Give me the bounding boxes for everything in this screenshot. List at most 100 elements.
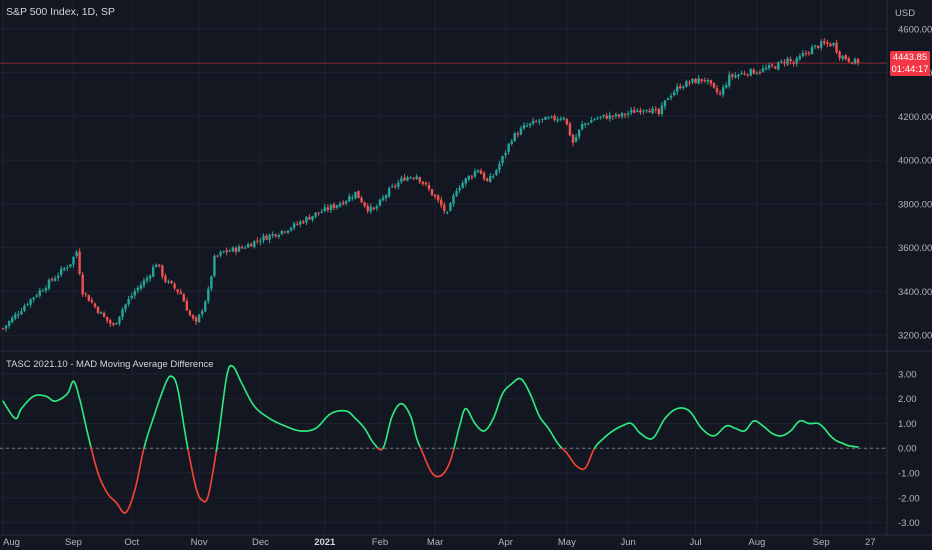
candle-body — [305, 217, 308, 223]
candle-body — [473, 171, 477, 177]
candle-body — [774, 66, 777, 69]
candle-body — [44, 288, 48, 291]
candle-body — [525, 125, 529, 127]
mad-segment — [213, 457, 216, 467]
time-tick-label: Dec — [252, 537, 269, 548]
candle-body — [743, 73, 746, 75]
candle-body — [507, 143, 510, 152]
mad-segment — [85, 427, 89, 435]
mad-segment — [153, 408, 157, 416]
mad-segment — [222, 388, 226, 399]
candle-body — [452, 195, 455, 204]
candle-body — [311, 216, 314, 220]
candle-body — [60, 268, 63, 275]
candle-body — [721, 87, 725, 95]
candle-body — [584, 123, 587, 125]
candle-body — [320, 211, 323, 213]
candle-body — [69, 264, 72, 267]
time-tick-label: Oct — [124, 537, 139, 548]
candle-body — [654, 108, 657, 110]
currency-label: USD — [895, 8, 916, 19]
mad-segment — [385, 432, 389, 439]
price-tick-label: 3800.00 — [898, 199, 932, 210]
candle-body — [829, 43, 832, 47]
bar-countdown: 01:44:17 — [891, 64, 929, 75]
candle-body — [789, 59, 792, 62]
candle-body — [547, 117, 550, 119]
mad-segment — [193, 478, 196, 485]
candle-body — [188, 310, 192, 316]
candle-body — [630, 109, 633, 113]
candle-body — [253, 241, 256, 248]
candle-body — [826, 42, 829, 44]
time-tick-label: Mar — [427, 537, 443, 548]
candle-body — [381, 197, 385, 201]
candle-body — [1, 328, 5, 330]
candle-body — [105, 317, 109, 321]
candle-body — [685, 81, 688, 87]
candle-body — [590, 120, 593, 123]
candle-body — [440, 199, 443, 206]
candle-body — [148, 275, 152, 279]
candle-body — [222, 251, 225, 253]
candle-body — [369, 206, 372, 212]
candle-body — [544, 116, 547, 120]
mad-segment — [223, 381, 227, 391]
candle-body — [406, 177, 409, 181]
candle-body — [317, 212, 320, 214]
candle-body — [99, 312, 103, 314]
candle-body — [820, 41, 823, 48]
candle-body — [663, 100, 667, 107]
candle-body — [139, 285, 143, 289]
candle-body — [746, 74, 749, 76]
mad-segment — [454, 437, 458, 445]
candle-body — [571, 134, 575, 143]
candle-body — [240, 247, 244, 249]
candle-body — [605, 115, 608, 119]
candle-body — [682, 86, 685, 89]
candle-body — [498, 163, 501, 171]
candle-body — [29, 299, 32, 305]
candle-body — [623, 114, 627, 116]
candle-body — [234, 247, 238, 252]
candle-body — [449, 203, 452, 211]
candle-body — [436, 195, 440, 201]
candle-body — [145, 278, 149, 281]
mad-segment — [386, 427, 390, 435]
candle-body — [348, 196, 351, 202]
candle-body — [492, 175, 495, 177]
candle-body — [709, 80, 713, 84]
mad-segment — [180, 405, 183, 415]
candle-body — [467, 176, 471, 180]
candle-body — [718, 92, 722, 94]
mad-segment — [221, 397, 225, 409]
candle-body — [737, 74, 740, 77]
candle-body — [332, 204, 336, 209]
mad-segment — [80, 406, 84, 413]
mad-segment — [135, 480, 138, 487]
price-tick-label: 4600.00 — [898, 24, 932, 35]
mad-segment — [157, 398, 161, 406]
candle-body — [47, 279, 51, 289]
candle-body — [390, 186, 394, 188]
candle-body — [816, 45, 820, 49]
candle-body — [430, 189, 434, 196]
candle-body — [299, 221, 302, 225]
candle-body — [63, 268, 66, 270]
candle-body — [50, 279, 54, 281]
mad-tick-label: 0.00 — [898, 444, 917, 455]
candle-body — [32, 297, 35, 300]
candle-body — [501, 156, 504, 164]
mad-segment — [216, 434, 220, 445]
candle-body — [378, 199, 382, 206]
mad-segment — [214, 450, 218, 460]
last-price-badge[interactable]: 4443.85 01:44:17 — [890, 51, 930, 76]
candle-body — [115, 323, 118, 325]
mad-segment — [82, 411, 85, 419]
candle-body — [259, 240, 262, 242]
candle-body — [256, 240, 259, 242]
candle-body — [602, 114, 605, 117]
mad-segment — [176, 387, 180, 395]
candle-body — [35, 295, 38, 297]
